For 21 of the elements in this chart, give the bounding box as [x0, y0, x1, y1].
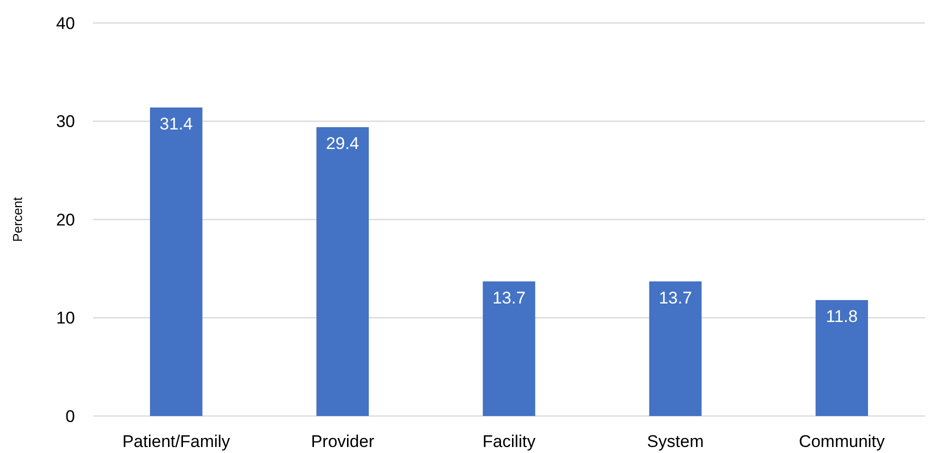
data-label: 29.4 — [326, 134, 360, 154]
bar — [816, 300, 868, 416]
data-label: 11.8 — [826, 307, 858, 326]
bar — [649, 281, 702, 416]
data-label: 13.7 — [492, 288, 526, 308]
bar — [482, 281, 536, 416]
x-tick-label: System — [647, 432, 704, 451]
x-tick-label: Provider — [310, 432, 375, 451]
bar — [150, 107, 202, 416]
bar — [316, 127, 369, 416]
data-label: 31.4 — [160, 114, 193, 134]
y-tick-label: 0 — [66, 406, 75, 426]
y-tick-label: 40 — [56, 14, 75, 33]
y-tick-label: 30 — [56, 112, 75, 132]
x-tick-label: Patient/Family — [122, 432, 231, 451]
y-axis-title: Percent — [10, 196, 25, 242]
x-tick-label: Community — [798, 432, 886, 451]
y-tick-label: 20 — [56, 210, 75, 230]
y-tick-label: 10 — [56, 308, 75, 328]
x-tick-label: Facility — [482, 432, 536, 451]
data-label: 13.7 — [658, 288, 692, 308]
